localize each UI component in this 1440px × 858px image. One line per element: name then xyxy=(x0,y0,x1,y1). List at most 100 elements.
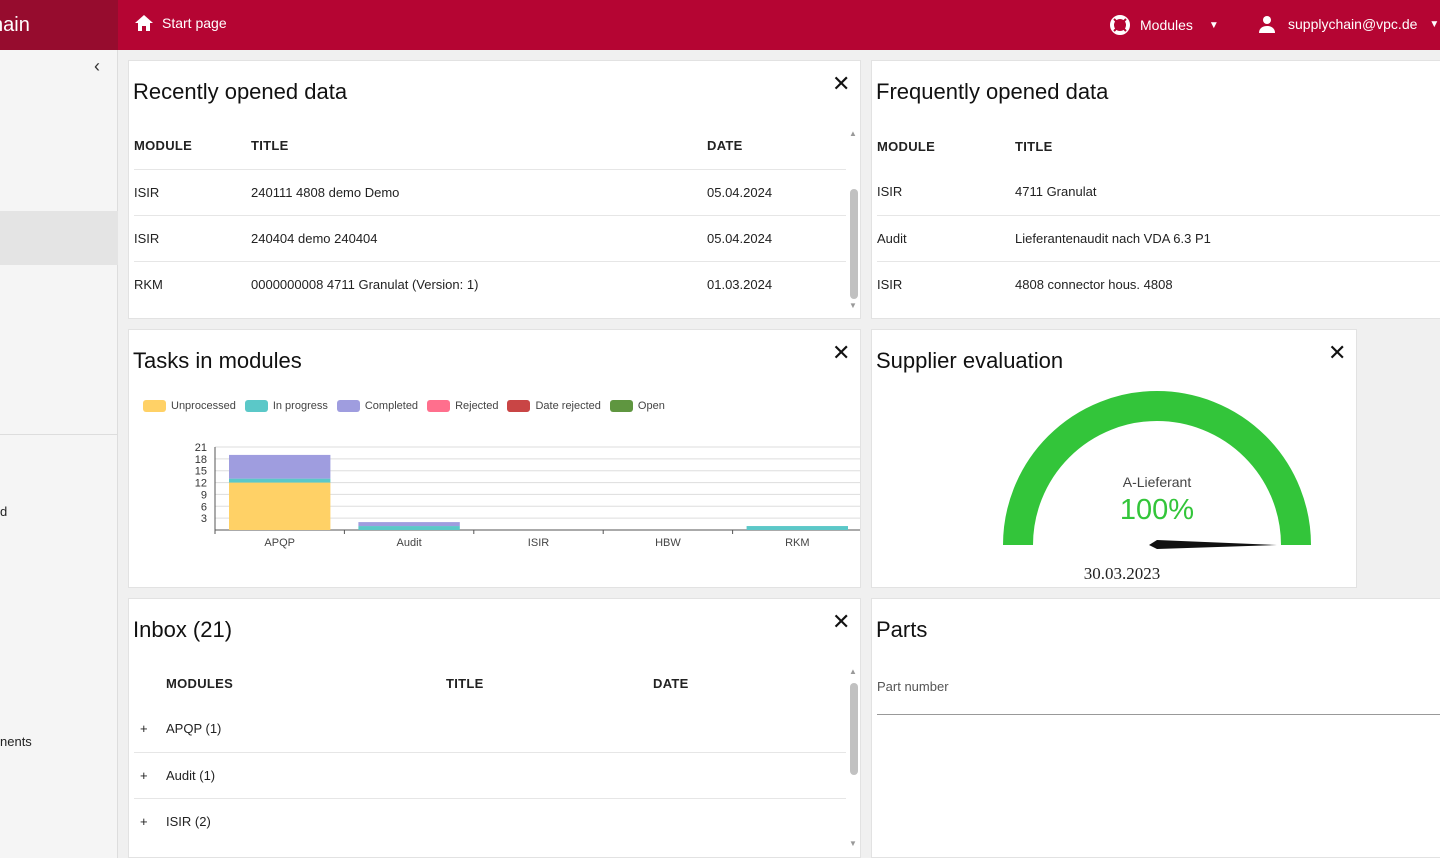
card-title: Supplier evaluation xyxy=(876,348,1064,373)
scrollbar[interactable] xyxy=(850,683,858,775)
card-title: Tasks in modules xyxy=(133,348,302,373)
close-icon[interactable]: ✕ xyxy=(832,71,851,96)
column-header: MODULE xyxy=(134,138,193,154)
supplier-evaluation-card: Supplier evaluation ✕ A-Lieferant 100% 3… xyxy=(871,329,1357,588)
cell-title: 240404 demo 240404 xyxy=(251,214,707,261)
legend-item[interactable]: Rejected xyxy=(427,400,498,412)
rating-label: A-Lieferant xyxy=(1122,474,1192,490)
top-bar: hain Start page Modules ▼ supplychain@vp… xyxy=(0,0,1440,50)
modules-menu[interactable]: Modules ▼ xyxy=(1110,15,1219,35)
y-tick-label: 9 xyxy=(201,489,207,501)
legend-swatch xyxy=(244,400,268,412)
caret-down-icon: ▼ xyxy=(1429,18,1440,30)
legend-item[interactable]: Open xyxy=(609,400,665,412)
cell-module: Audit xyxy=(877,214,1015,261)
table-row[interactable]: ISIR 240111 4808 demo Demo 05.04.2024 xyxy=(134,168,846,215)
close-icon[interactable]: ✕ xyxy=(832,609,851,634)
part-number-label: Part number xyxy=(877,679,949,694)
cell-module: ISIR xyxy=(134,168,251,215)
gauge xyxy=(1003,391,1311,549)
legend-item[interactable]: Completed xyxy=(336,400,419,412)
table-row[interactable]: RKM 0000000008 4711 Granulat (Version: 1)… xyxy=(134,260,846,307)
x-tick-label: HBW xyxy=(655,537,681,549)
cell-module: ISIR xyxy=(877,184,903,200)
group-label: Audit (1) xyxy=(166,751,846,798)
y-tick-label: 21 xyxy=(195,442,207,454)
collapse-sidebar-icon[interactable]: ‹ xyxy=(94,56,100,76)
card-title: Parts xyxy=(876,617,928,642)
gauge-arc xyxy=(1003,391,1311,546)
cell-date: 05.04.2024 xyxy=(707,168,846,215)
scroll-down-icon[interactable]: ▼ xyxy=(849,839,857,848)
sidebar-item-selected[interactable] xyxy=(0,211,118,265)
lifebuoy-icon xyxy=(1110,15,1130,35)
column-header: DATE xyxy=(707,138,743,154)
evaluation-date: 30.03.2023 xyxy=(1083,564,1161,583)
home-icon xyxy=(135,15,153,31)
legend-label: Rejected xyxy=(455,400,499,412)
column-header: TITLE xyxy=(251,138,289,154)
scrollbar[interactable] xyxy=(850,189,858,299)
scroll-up-icon[interactable]: ▲ xyxy=(849,129,857,138)
app-brand[interactable]: hain xyxy=(0,0,118,50)
start-page-link[interactable]: Start page xyxy=(134,14,227,32)
legend-swatch xyxy=(427,400,451,412)
close-icon[interactable]: ✕ xyxy=(1328,340,1347,365)
legend-item[interactable]: In progress xyxy=(244,400,328,412)
modules-label: Modules xyxy=(1140,17,1193,33)
bar-segment xyxy=(229,454,331,479)
user-icon xyxy=(1259,16,1275,33)
cell-title: 240111 4808 demo Demo xyxy=(251,168,707,215)
inbox-group-row[interactable]: + ISIR (2) xyxy=(134,797,846,844)
y-tick-label: 15 xyxy=(195,466,207,478)
table-row[interactable]: Audit Lieferantenaudit nach VDA 6.3 P1 xyxy=(877,214,1440,261)
percent-label: 100% xyxy=(1119,494,1195,526)
legend-item[interactable]: Date rejected xyxy=(507,400,601,412)
user-email: supplychain@vpc.de xyxy=(1288,16,1418,32)
column-header: MODULES xyxy=(166,675,234,691)
cell-date: 01.03.2024 xyxy=(707,260,846,307)
chart-legend: Unprocessed In progress Completed Rejected D… xyxy=(143,400,665,412)
sidebar-item[interactable]: nents xyxy=(0,734,32,749)
legend-item[interactable]: Unprocessed xyxy=(143,400,236,412)
expand-icon[interactable]: + xyxy=(134,751,166,798)
card-title: Inbox (21) xyxy=(133,617,233,642)
expand-icon[interactable]: + xyxy=(140,721,148,737)
start-page-label: Start page xyxy=(162,15,227,31)
group-label: APQP (1) xyxy=(166,721,222,737)
table-row[interactable]: ISIR 4808 connector hous. 4808 xyxy=(877,260,1440,307)
column-header: DATE xyxy=(653,675,689,691)
legend-label: Open xyxy=(637,400,665,412)
x-tick-label: Audit xyxy=(397,537,422,549)
legend-swatch xyxy=(336,400,360,412)
scroll-down-icon[interactable]: ▼ xyxy=(849,301,857,310)
cell-module: ISIR xyxy=(134,214,251,261)
part-number-input[interactable]: Part number xyxy=(877,679,1440,715)
scroll-up-icon[interactable]: ▲ xyxy=(849,667,857,676)
inbox-group-row[interactable]: + Audit (1) xyxy=(134,751,846,798)
legend-label: Completed xyxy=(364,400,419,412)
group-label: ISIR (2) xyxy=(166,797,846,844)
table-row[interactable]: ISIR 4711 Granulat xyxy=(877,169,1440,215)
legend-swatch xyxy=(507,400,531,412)
cell-date: 05.04.2024 xyxy=(707,214,846,261)
inbox-table: MODULES TITLE DATE + APQP (1) + Audit (1) + I… xyxy=(134,660,846,844)
sidebar-item[interactable]: d xyxy=(0,504,8,519)
legend-swatch xyxy=(143,400,166,412)
close-icon[interactable]: ✕ xyxy=(832,340,851,365)
legend-label: Unprocessed xyxy=(171,400,236,412)
cell-module: RKM xyxy=(134,260,251,307)
table-row[interactable]: ISIR 240404 demo 240404 05.04.2024 xyxy=(134,214,846,261)
cell-module: ISIR xyxy=(877,260,1015,307)
expand-icon[interactable]: + xyxy=(134,797,166,844)
cell-title: 4711 Granulat xyxy=(1015,184,1097,200)
bar-segment xyxy=(358,526,460,530)
user-menu[interactable]: supplychain@vpc.de ▼ xyxy=(1258,15,1439,33)
inbox-group-row[interactable]: + APQP (1) xyxy=(134,706,846,752)
bar-segment xyxy=(229,478,331,483)
y-tick-label: 18 xyxy=(195,454,207,466)
legend-label: In progress xyxy=(272,400,328,412)
x-tick-label: ISIR xyxy=(528,537,549,549)
brand-text: hain xyxy=(0,14,30,36)
